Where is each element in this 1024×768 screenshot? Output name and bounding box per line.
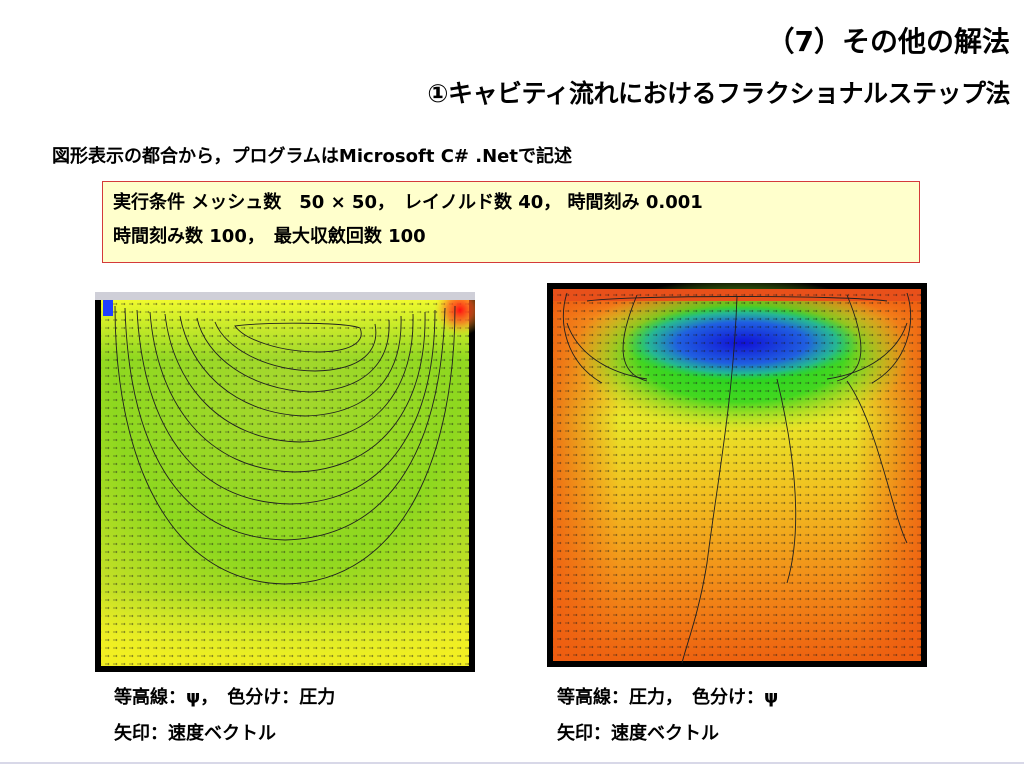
- right-field-image: [547, 283, 927, 667]
- intro-text: 図形表示の都合から，プログラムはMicrosoft C# .Netで記述: [52, 146, 572, 167]
- conditions-line-2: 時間刻み数 100， 最大収斂回数 100: [113, 226, 426, 247]
- conditions-box: 実行条件 メッシュ数 50 × 50， レイノルド数 40， 時間刻み 0.00…: [102, 181, 920, 263]
- slide-subtitle: ①キャビティ流れにおけるフラクショナルステップ法: [427, 79, 1010, 108]
- left-simulation-figure: [95, 292, 475, 672]
- left-figure-caption: 等高線：ψ， 色分け：圧力 矢印：速度ベクトル: [114, 680, 335, 752]
- right-caption-line-2: 矢印：速度ベクトル: [557, 723, 719, 744]
- right-figure-caption: 等高線：圧力， 色分け：ψ 矢印：速度ベクトル: [557, 680, 778, 752]
- slide-title: （7）その他の解法: [766, 25, 1010, 58]
- left-field-image: [95, 292, 475, 672]
- left-caption-line-1: 等高線：ψ， 色分け：圧力: [114, 687, 336, 708]
- right-caption-line-1: 等高線：圧力， 色分け：ψ: [557, 687, 779, 708]
- footer-divider: [0, 762, 1024, 764]
- right-simulation-figure: [547, 283, 927, 667]
- conditions-line-1: 実行条件 メッシュ数 50 × 50， レイノルド数 40， 時間刻み 0.00…: [113, 192, 703, 213]
- left-caption-line-2: 矢印：速度ベクトル: [114, 723, 276, 744]
